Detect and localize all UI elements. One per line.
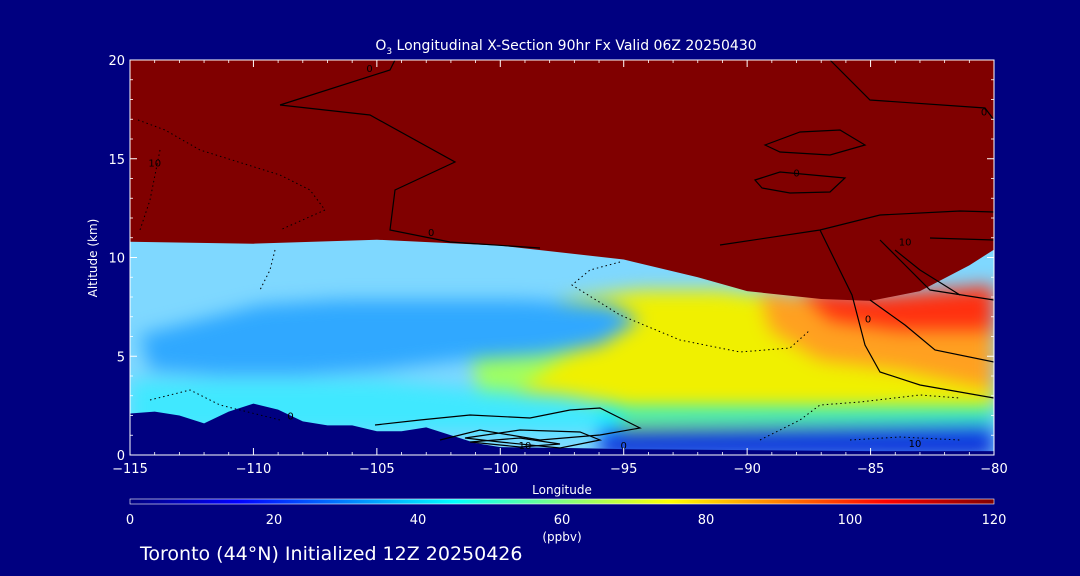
contour-label-9: 0 xyxy=(621,441,627,452)
colorbar-tick-label-3: 60 xyxy=(554,513,571,528)
y-tick-label-3: 15 xyxy=(108,153,125,168)
contour-lines-dotted xyxy=(137,119,961,441)
contour-line-lower-1 xyxy=(374,407,642,441)
colorbar xyxy=(129,498,995,505)
colorbar-tick-label-6: 120 xyxy=(982,513,1007,528)
contour-line-right-3 xyxy=(879,239,994,301)
contour-line-upper-left xyxy=(279,60,396,106)
y-axis-label: Altitude (km) xyxy=(86,219,100,298)
colorbar-tick-label-0: 0 xyxy=(126,513,134,528)
colorbar-tick-label-2: 40 xyxy=(410,513,427,528)
contour-labels: 0 10 0 0 0 10 0 0 10 0 10 xyxy=(148,64,987,452)
contour-label-5: 10 xyxy=(899,238,912,249)
x-tick-label-6: −85 xyxy=(857,462,884,477)
y-axis: 0 5 10 15 20 xyxy=(108,54,994,464)
contour-line-right-4 xyxy=(929,237,994,241)
colorbar-tick-label-1: 20 xyxy=(266,513,283,528)
contour-label-8: 10 xyxy=(519,441,532,452)
dotted-contour-left-2 xyxy=(139,149,161,231)
colorbar-tick-label-4: 80 xyxy=(698,513,715,528)
x-tick-label-3: −100 xyxy=(482,462,518,477)
ozone-field xyxy=(130,285,994,455)
x-tick-label-2: −105 xyxy=(359,462,395,477)
y-tick-label-0: 0 xyxy=(117,449,125,464)
y-tick-label-2: 10 xyxy=(108,252,125,267)
contour-line-closed-2 xyxy=(753,171,847,194)
field-lower-cyan-band xyxy=(600,408,994,422)
x-axis: −115 −110 −105 −100 −95 −90 −85 −80 xyxy=(112,60,1008,477)
contour-line-closed-1 xyxy=(763,129,867,156)
contour-line-lower-3 xyxy=(469,437,561,448)
stratospheric-ozone-region xyxy=(130,60,994,301)
contour-label-10: 10 xyxy=(909,439,922,450)
contour-label-1: 10 xyxy=(148,159,161,170)
footer-location-text: Toronto (44°N) Initialized 12Z 20250426 xyxy=(140,543,523,565)
contour-label-6: 0 xyxy=(865,315,871,326)
contour-lines xyxy=(279,60,994,449)
x-axis-label: Longitude xyxy=(532,483,592,497)
contour-line-right-5 xyxy=(894,249,961,296)
contour-label-3: 0 xyxy=(793,169,799,180)
contour-label-4: 0 xyxy=(981,107,987,118)
plot-area: 0 10 0 0 0 10 0 0 10 0 10 xyxy=(130,60,994,455)
x-tick-label-0: −115 xyxy=(112,462,148,477)
contour-line-upper-left-2 xyxy=(279,104,541,249)
colorbar-ticks: 0 20 40 60 80 100 120 xyxy=(126,513,1007,528)
dotted-contour-surface-right xyxy=(849,436,961,441)
contour-line-right-6 xyxy=(869,299,994,363)
x-tick-label-4: −95 xyxy=(610,462,637,477)
contour-line-upper-right xyxy=(829,60,994,121)
contour-line-lower-2 xyxy=(464,429,603,449)
dotted-contour-mid xyxy=(571,261,811,353)
colorbar-tick-label-5: 100 xyxy=(838,513,863,528)
chart-title: O3 Longitudinal X-Section 90hr Fx Valid … xyxy=(375,38,756,57)
field-mid-blue-region xyxy=(140,300,640,375)
dotted-contour-lower-right xyxy=(759,394,961,441)
contour-line-right-2 xyxy=(819,229,994,399)
x-tick-label-1: −110 xyxy=(236,462,272,477)
contour-label-7: 0 xyxy=(287,412,293,423)
contour-label-2: 0 xyxy=(428,228,434,239)
x-tick-label-7: −80 xyxy=(980,462,1007,477)
x-tick-label-5: −90 xyxy=(733,462,760,477)
colorbar-units: (ppbv) xyxy=(542,530,581,544)
y-tick-label-4: 20 xyxy=(108,54,125,69)
contour-line-right-1 xyxy=(719,210,994,246)
contour-label-0: 0 xyxy=(366,64,372,75)
terrain-mask xyxy=(130,403,994,455)
y-tick-label-1: 5 xyxy=(117,350,125,365)
